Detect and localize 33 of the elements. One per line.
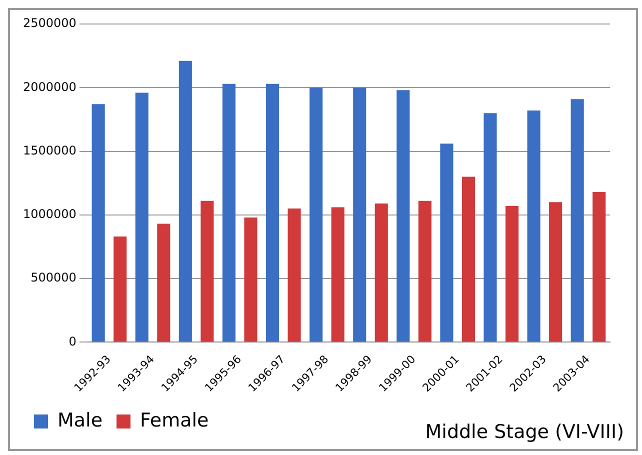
bar	[505, 206, 519, 342]
bar	[135, 92, 148, 342]
y-tick-label: 2000000	[22, 80, 76, 94]
bar	[353, 88, 366, 342]
y-tick-label: 0	[68, 334, 76, 348]
y-tick-label: 500000	[30, 270, 76, 285]
bar	[310, 88, 323, 342]
y-tick-label: 2500000	[22, 16, 76, 30]
text: Middle Stage (VI-VIII)	[425, 421, 624, 443]
bar	[592, 192, 606, 342]
bar	[200, 200, 214, 342]
bar	[114, 236, 127, 342]
bar	[331, 207, 344, 342]
bar	[549, 202, 562, 342]
bar	[244, 217, 258, 342]
bar	[178, 60, 192, 342]
bar	[222, 84, 236, 342]
bar	[157, 224, 170, 342]
bar	[92, 104, 105, 342]
bar	[440, 144, 454, 342]
y-tick-label: 1500000	[22, 143, 76, 158]
bar	[418, 200, 432, 342]
bar	[462, 176, 476, 342]
bar	[288, 208, 301, 342]
legend-label: Male	[58, 409, 103, 432]
bar	[266, 84, 280, 342]
legend-label: Female	[140, 409, 209, 432]
bar	[484, 113, 497, 342]
bar	[527, 110, 540, 342]
bar	[570, 99, 584, 342]
y-tick-label: 1000000	[22, 207, 76, 222]
bar	[396, 90, 410, 342]
bar	[374, 203, 388, 342]
